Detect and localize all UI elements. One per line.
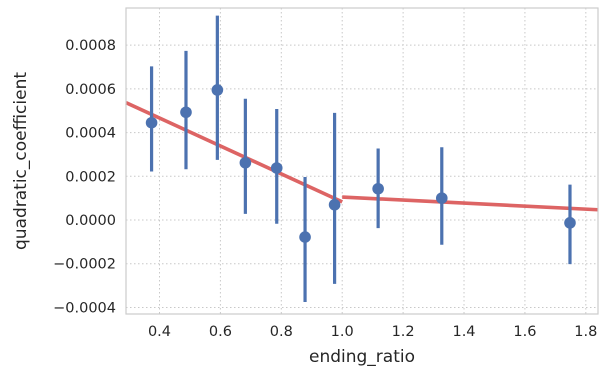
data-point [372, 182, 384, 195]
data-point [211, 84, 224, 96]
data-point [145, 116, 158, 129]
plot-background [126, 8, 598, 314]
x-tick-label: 0.6 [209, 324, 232, 340]
y-tick-label: 0.0006 [65, 82, 116, 98]
x-tick-label: 1.0 [331, 324, 354, 340]
y-tick-label: 0.0004 [65, 126, 116, 142]
data-point [435, 192, 448, 204]
x-axis-label: ending_ratio [309, 347, 415, 367]
x-tick-label: 1.8 [574, 324, 597, 340]
x-tick-label: 1.4 [452, 324, 475, 340]
x-tick-labels: 0.4 0.6 0.8 1.0 1.2 1.4 1.6 1.8 [148, 324, 597, 340]
data-point [270, 162, 283, 174]
y-tick-label: 0.0008 [65, 38, 116, 54]
y-axis-label: quadratic_coefficient [11, 72, 31, 250]
data-point [328, 198, 341, 211]
y-tick-label: 0.0002 [65, 169, 116, 185]
grid-lines [126, 8, 598, 314]
y-tick-labels: −0.0004 −0.0002 0.0000 0.0002 0.0004 0.0006 0.… [53, 38, 116, 316]
data-point [299, 231, 311, 243]
data-point [239, 156, 252, 169]
x-tick-label: 1.2 [392, 324, 415, 340]
y-tick-label: 0.0000 [65, 213, 116, 229]
plot-frame [125, 7, 599, 315]
data-points [145, 15, 576, 302]
fit-line-segment [342, 195, 599, 212]
y-tick-label: −0.0002 [53, 257, 116, 273]
x-tick-label: 1.6 [513, 324, 536, 340]
x-tick-label: 0.4 [148, 324, 171, 340]
data-point [564, 217, 576, 229]
y-tick-label: −0.0004 [53, 300, 116, 316]
x-tick-label: 0.8 [270, 324, 293, 340]
data-point [180, 106, 192, 119]
